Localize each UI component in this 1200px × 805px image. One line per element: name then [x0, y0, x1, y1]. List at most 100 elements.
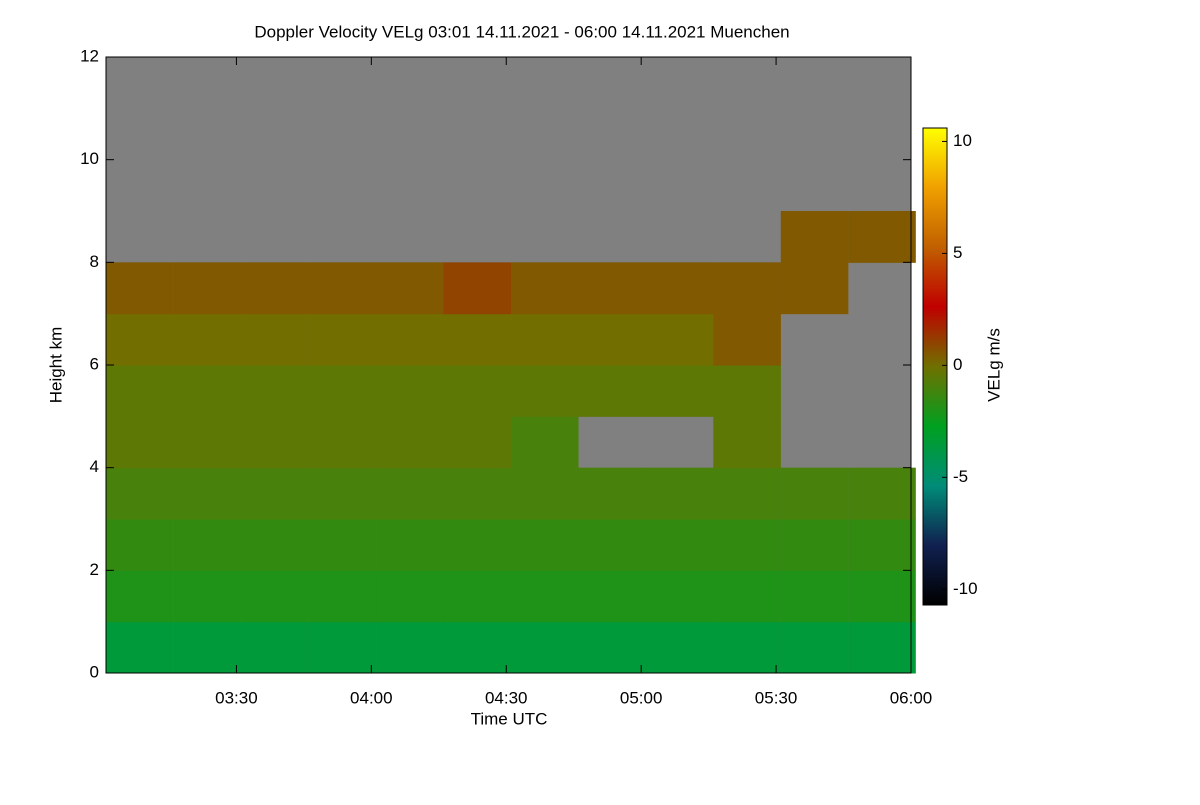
heatmap-cell	[308, 467, 377, 520]
heatmap-cell	[106, 467, 174, 520]
heatmap-cell	[308, 519, 377, 571]
y-tick-label: 2	[90, 560, 99, 579]
heatmap-cell	[848, 467, 916, 520]
heatmap-cell	[241, 570, 309, 623]
heatmap-cell	[510, 416, 579, 469]
heatmap-cell	[713, 313, 781, 366]
heatmap-cell	[645, 365, 714, 417]
heatmap-cell	[173, 262, 242, 315]
heatmap-cell	[510, 570, 579, 623]
heatmap-cell	[376, 416, 444, 469]
heatmap-cell	[308, 365, 377, 417]
heatmap-cell	[173, 416, 242, 469]
heatmap-cell	[241, 519, 309, 571]
heatmap-cell	[376, 365, 444, 417]
heatmap-cell	[241, 313, 309, 366]
x-tick-label: 04:00	[350, 688, 393, 707]
y-tick-label: 6	[90, 354, 99, 373]
heatmap-cell	[510, 467, 579, 520]
heatmap-cell	[780, 519, 849, 571]
colorbar-tick-label: 0	[953, 355, 962, 374]
heatmap-cell	[308, 621, 377, 674]
y-axis-label: Height km	[46, 327, 65, 404]
heatmap-cell	[173, 313, 242, 366]
heatmap-cell	[645, 467, 714, 520]
heatmap-cell	[443, 313, 512, 366]
heatmap-cell	[241, 262, 309, 315]
heatmap-cell	[713, 416, 781, 469]
heatmap-cell	[308, 262, 377, 315]
heatmap-cell	[106, 262, 174, 315]
heatmap-cell	[376, 621, 444, 674]
heatmap-cell	[106, 313, 174, 366]
heatmap-cell	[106, 416, 174, 469]
heatmap-cell	[713, 467, 781, 520]
colorbar-tick-label: -5	[953, 467, 968, 486]
heatmap-cell	[308, 570, 377, 623]
x-tick-label: 06:00	[890, 688, 933, 707]
heatmap-cell	[510, 365, 579, 417]
heatmap-cell	[241, 621, 309, 674]
heatmap-cell	[173, 621, 242, 674]
heatmap-cell	[376, 313, 444, 366]
heatmap-cell	[308, 313, 377, 366]
heatmap-cell	[713, 519, 781, 571]
x-tick-label: 05:30	[755, 688, 798, 707]
heatmap-cell	[510, 519, 579, 571]
heatmap-cell	[241, 365, 309, 417]
heatmap-cell	[645, 570, 714, 623]
heatmap-cell	[578, 570, 646, 623]
colorbar-tick-label: -10	[953, 579, 978, 598]
heatmap-cell	[780, 262, 849, 315]
heatmap-cell	[443, 262, 512, 315]
colorbar	[922, 127, 948, 606]
heatmap-cell	[443, 519, 512, 571]
heatmap-cell	[713, 365, 781, 417]
y-tick-label: 12	[80, 46, 99, 65]
heatmap-cell	[241, 416, 309, 469]
heatmap-cell	[106, 570, 174, 623]
heatmap-cell	[780, 211, 849, 263]
heatmap-cell	[848, 519, 916, 571]
heatmap-cell	[645, 519, 714, 571]
heatmap-cell	[376, 519, 444, 571]
heatmap-cell	[443, 416, 512, 469]
heatmap-cell	[848, 211, 916, 263]
colorbar-tick-label: 10	[953, 131, 972, 150]
heatmap-cell	[106, 519, 174, 571]
heatmap-cell	[106, 621, 174, 674]
x-tick-label: 05:00	[620, 688, 663, 707]
heatmap-cell	[443, 365, 512, 417]
heatmap-cell	[578, 467, 646, 520]
heatmap-cell	[443, 621, 512, 674]
heatmap-cell	[578, 313, 646, 366]
heatmap-cell	[308, 416, 377, 469]
heatmap-cell	[780, 467, 849, 520]
colorbar-tick-label: 5	[953, 243, 962, 262]
heatmap-cell	[510, 262, 579, 315]
heatmap-cell	[848, 570, 916, 623]
heatmap-cell	[443, 467, 512, 520]
heatmap-cell	[443, 570, 512, 623]
heatmap-cell	[173, 467, 242, 520]
heatmap-cell	[645, 262, 714, 315]
heatmap-cell	[376, 467, 444, 520]
heatmap-cell	[780, 570, 849, 623]
heatmap-cell	[713, 570, 781, 623]
y-tick-label: 8	[90, 252, 99, 271]
heatmap-cell	[848, 621, 916, 674]
heatmap-cell	[106, 365, 174, 417]
colorbar-label: VELg m/s	[984, 328, 1003, 402]
heatmap-cell	[241, 467, 309, 520]
heatmap-cell	[173, 365, 242, 417]
heatmap-cell	[510, 621, 579, 674]
x-tick-label: 04:30	[485, 688, 528, 707]
x-axis-label: Time UTC	[471, 709, 548, 728]
heatmap-cell	[578, 262, 646, 315]
heatmap-cell	[173, 570, 242, 623]
heatmap-cell	[578, 621, 646, 674]
heatmap-cell	[376, 262, 444, 315]
heatmap-cell	[713, 262, 781, 315]
heatmap-cell	[376, 570, 444, 623]
